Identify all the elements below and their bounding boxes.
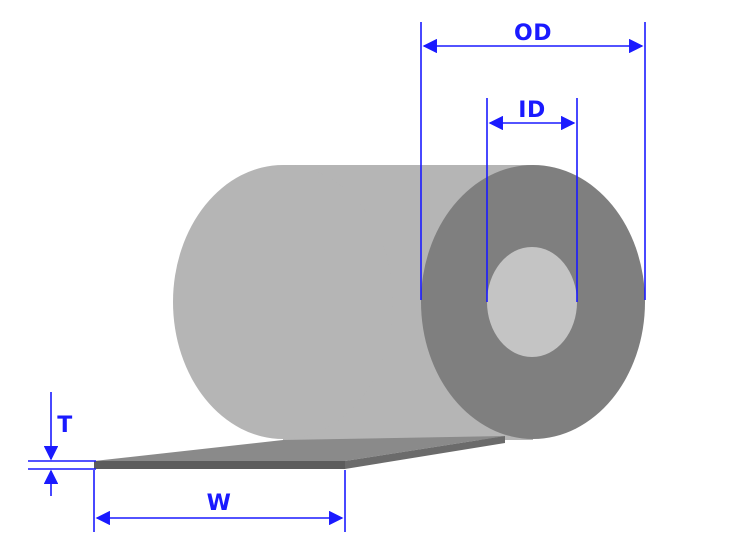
od-label: OD <box>514 21 552 46</box>
id-label: ID <box>518 98 545 123</box>
strip-front-edge <box>94 461 345 469</box>
core-hole <box>487 247 577 357</box>
w-dimension <box>93 470 346 532</box>
id-dimension <box>486 98 578 302</box>
strip <box>94 436 505 469</box>
t-label: T <box>57 413 73 438</box>
t-dimension <box>28 392 96 496</box>
strip-top-surface <box>94 436 505 461</box>
strip-side-edge <box>345 436 505 469</box>
w-label: W <box>207 491 232 516</box>
od-dimension <box>420 22 646 300</box>
